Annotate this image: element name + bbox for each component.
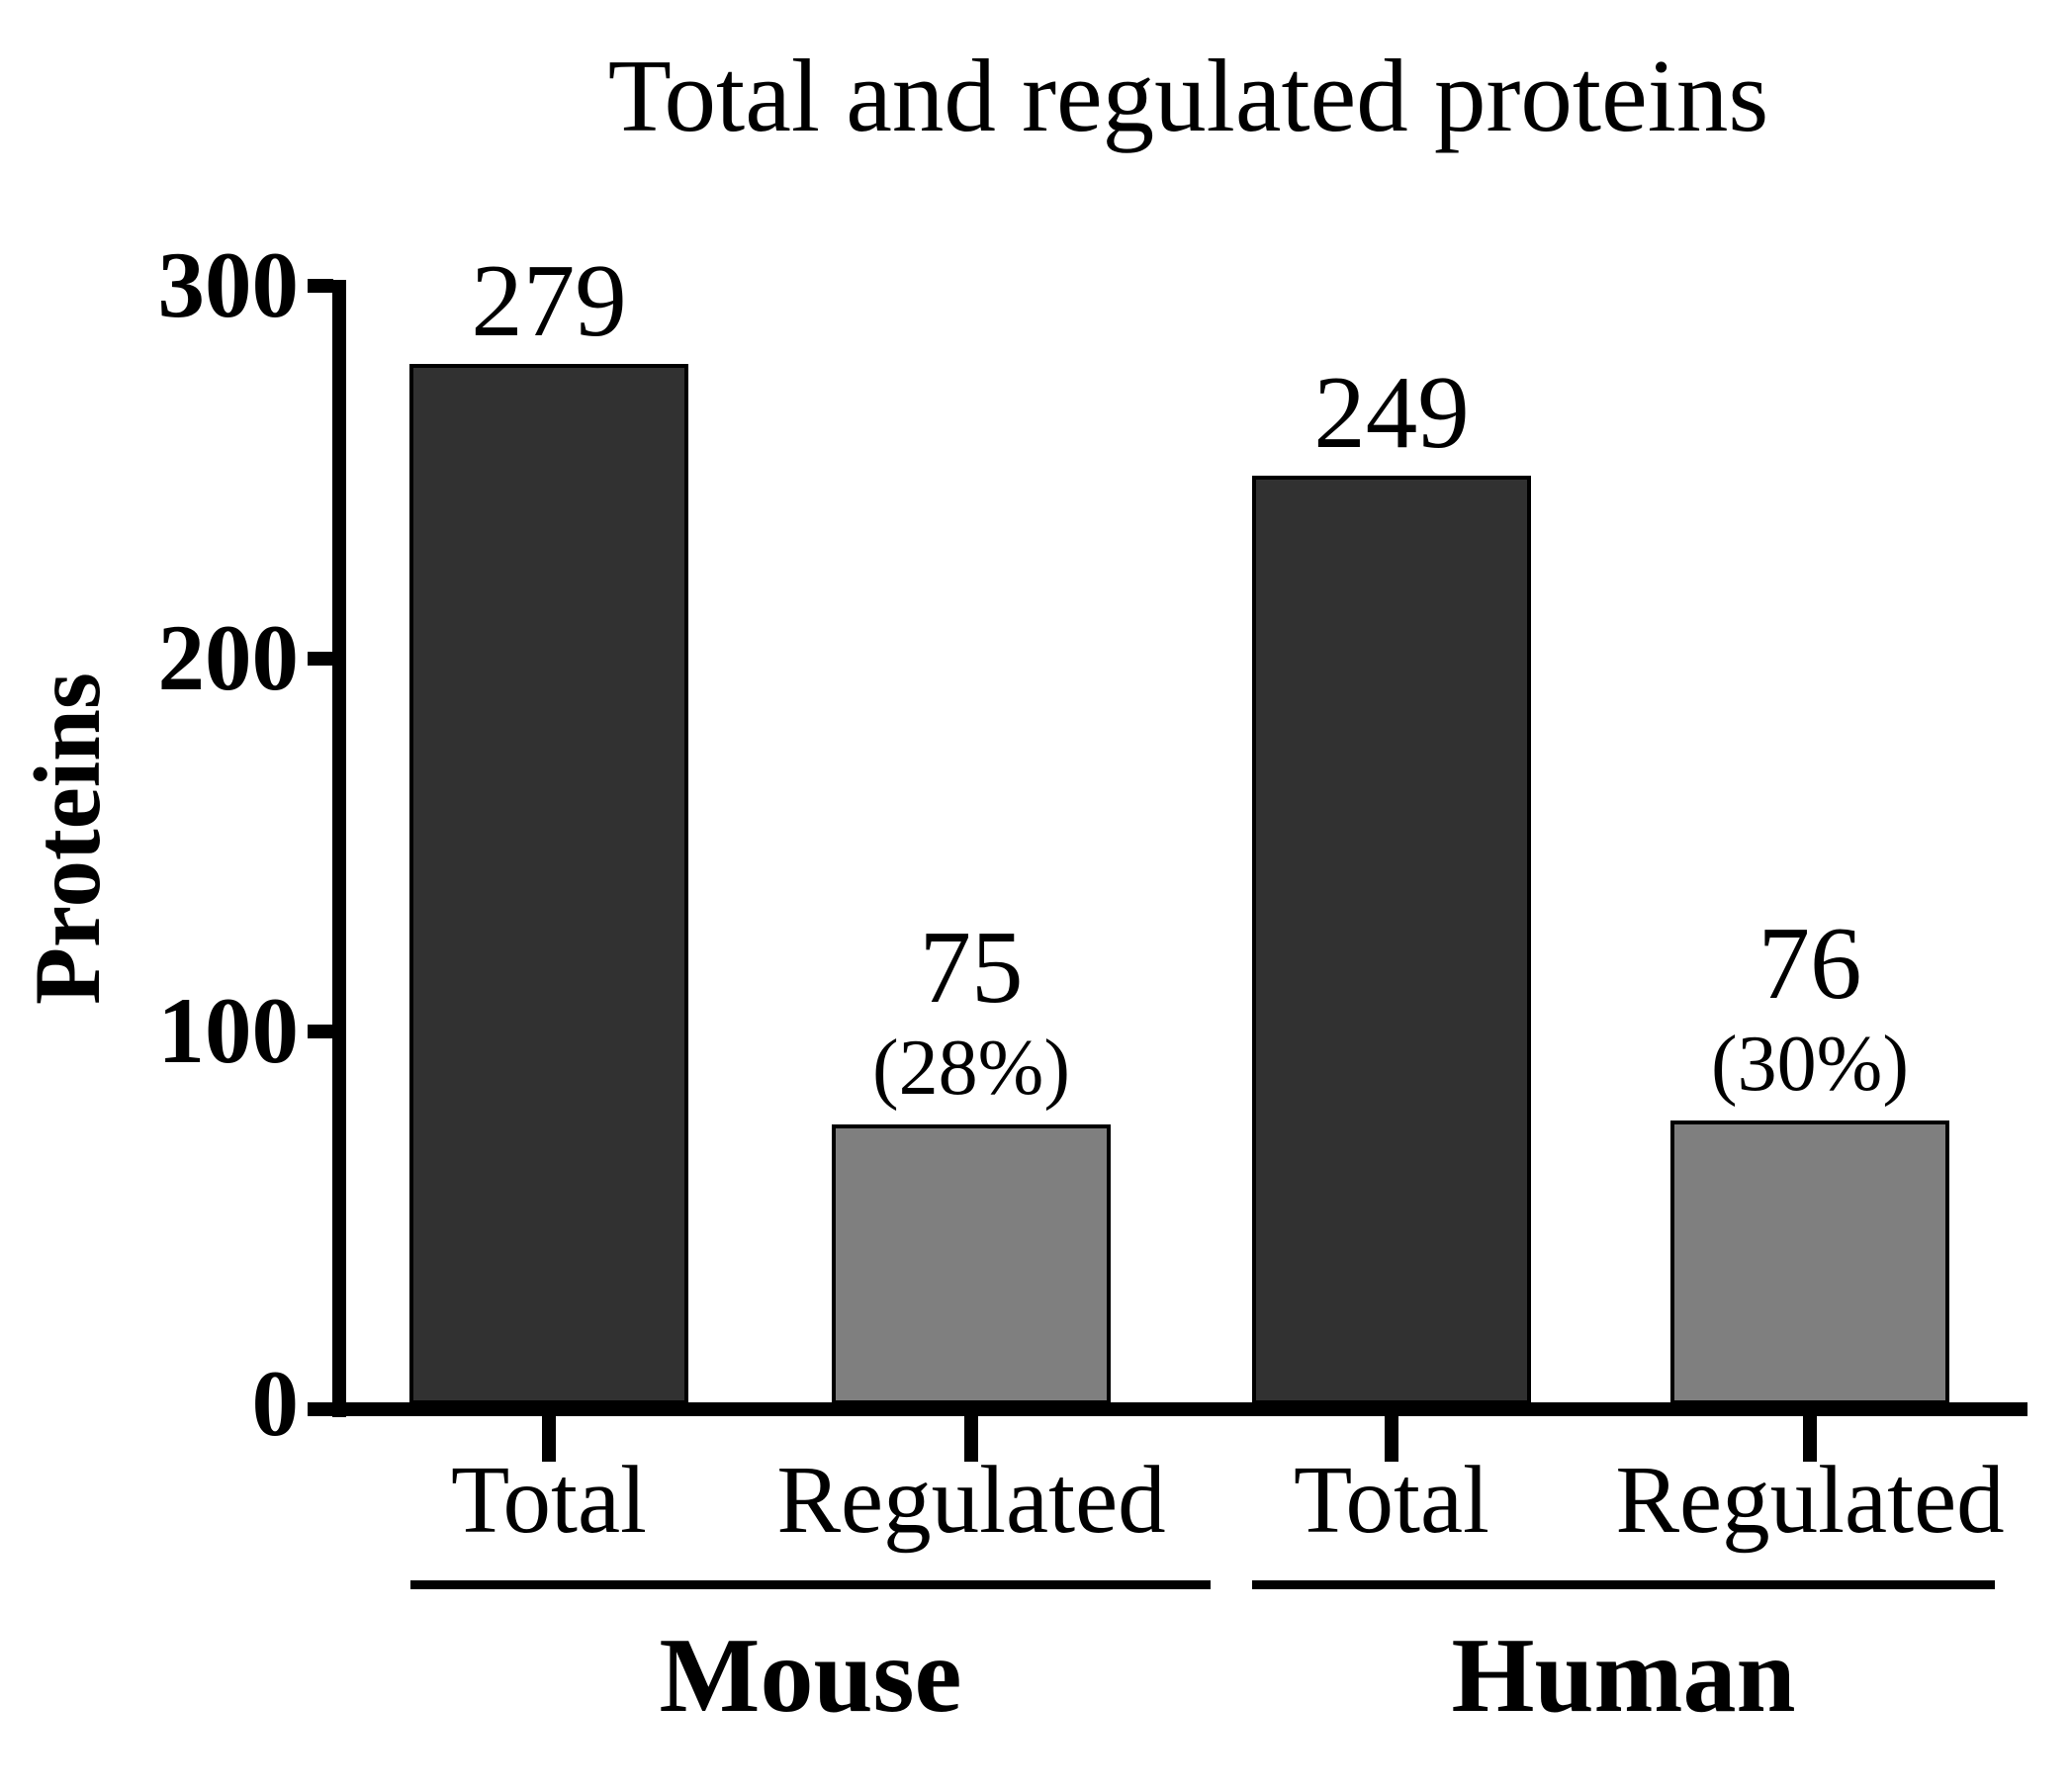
bar-human-total: [1252, 476, 1531, 1404]
group-underline-mouse: [410, 1580, 1211, 1589]
bar-value-label: 249: [1134, 357, 1649, 468]
y-axis-line: [332, 280, 346, 1417]
y-axis-tick: [308, 1025, 333, 1038]
bar-value-label: 279: [292, 245, 806, 356]
y-axis-tick: [308, 279, 333, 293]
y-tick-label: 300: [157, 232, 300, 337]
category-label-total: Total: [451, 1447, 647, 1553]
group-label-human: Human: [1451, 1617, 1796, 1735]
bar-value: 279: [471, 242, 627, 359]
bar-percent: (30%): [1711, 1021, 1909, 1109]
y-tick-label: 200: [157, 605, 300, 710]
x-axis-line: [308, 1402, 2027, 1416]
category-label-regulated: Regulated: [776, 1447, 1166, 1553]
y-axis-tick: [308, 652, 333, 666]
bar-value: 75: [919, 909, 1024, 1026]
y-tick-label: 100: [157, 978, 300, 1083]
x-axis-tick: [1385, 1416, 1398, 1462]
x-axis-tick: [542, 1416, 556, 1462]
bar-mouse-regulated: [832, 1124, 1111, 1404]
bar-human-regulated: [1670, 1120, 1949, 1404]
bar-value: 249: [1313, 354, 1470, 471]
category-label-total: Total: [1294, 1447, 1489, 1553]
group-underline-human: [1252, 1580, 1995, 1589]
bar-value-label: 76 (30%): [1553, 908, 2067, 1110]
x-axis-tick: [1803, 1416, 1817, 1462]
bar-percent: (28%): [872, 1025, 1070, 1113]
category-label-regulated: Regulated: [1615, 1447, 2005, 1553]
bar-value: 76: [1757, 905, 1862, 1022]
y-axis-title: Proteins: [15, 672, 120, 1005]
chart-title: Total and regulated proteins: [607, 38, 1769, 153]
x-axis-tick: [964, 1416, 978, 1462]
bar-value-label: 75 (28%): [714, 912, 1228, 1114]
y-tick-label: 0: [251, 1351, 300, 1456]
bar-mouse-total: [409, 364, 688, 1404]
group-label-mouse: Mouse: [659, 1617, 962, 1735]
